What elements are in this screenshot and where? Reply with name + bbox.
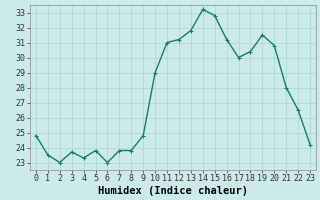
- X-axis label: Humidex (Indice chaleur): Humidex (Indice chaleur): [98, 186, 248, 196]
